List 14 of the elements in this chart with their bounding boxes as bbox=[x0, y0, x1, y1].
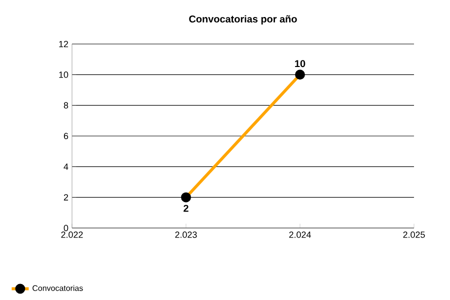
x-tick-label: 2.022 bbox=[61, 232, 83, 238]
y-tick-label: 4 bbox=[64, 164, 68, 170]
data-label: 2 bbox=[184, 204, 188, 212]
x-tick-label: 2.024 bbox=[289, 232, 311, 238]
y-tick-label: 12 bbox=[59, 40, 68, 48]
y-tick-label: 10 bbox=[59, 71, 68, 78]
y-tick-label: 0 bbox=[64, 224, 68, 232]
y-tick-label: 8 bbox=[64, 102, 68, 109]
y-tick-label: 6 bbox=[64, 132, 68, 140]
x-tick-label: 2.025 bbox=[403, 232, 425, 238]
chart-title: Convocatorias por año bbox=[189, 15, 297, 24]
x-tick-label: 2.023 bbox=[175, 232, 197, 238]
y-tick-label: 2 bbox=[64, 194, 68, 200]
data-label: 10 bbox=[295, 60, 306, 68]
